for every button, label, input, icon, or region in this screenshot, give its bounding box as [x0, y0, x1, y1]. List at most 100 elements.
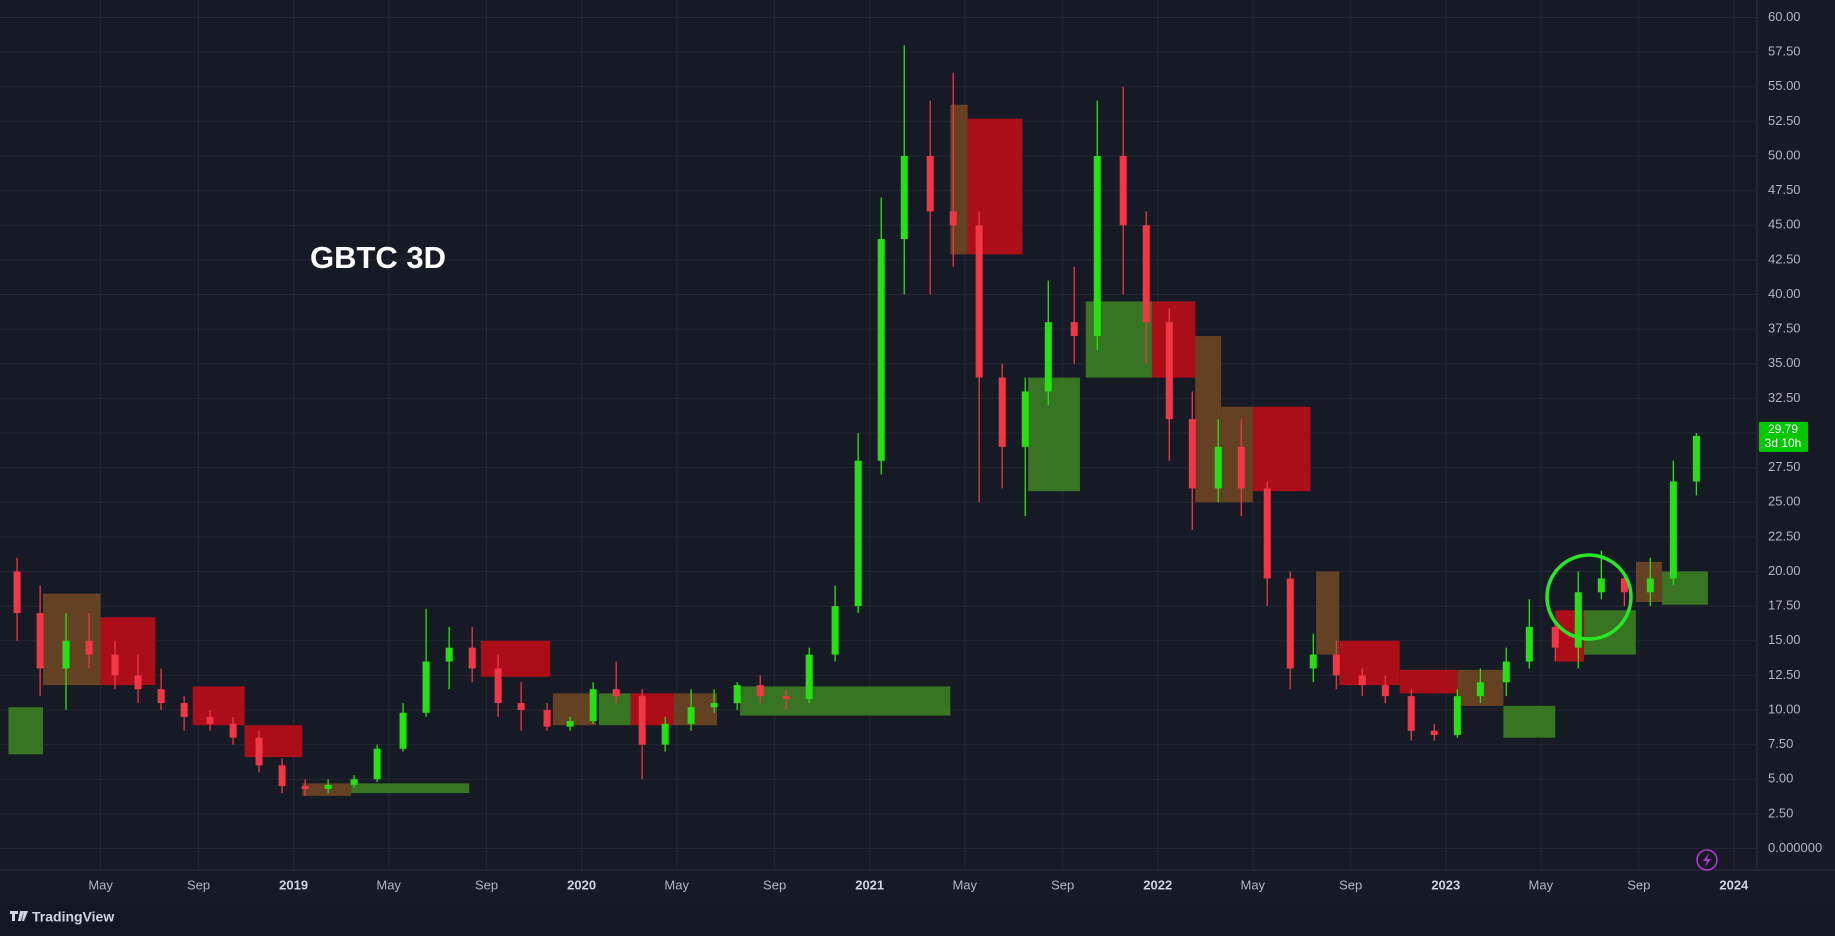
candle-body: [1502, 661, 1510, 683]
cloud-band: [673, 693, 718, 726]
cloud-band: [630, 693, 674, 726]
y-tick-label: 0.000000: [1768, 840, 1822, 855]
x-tick-label: May: [1529, 877, 1554, 892]
candle-body: [85, 640, 93, 655]
x-tick-label: Sep: [1627, 877, 1650, 892]
x-tick-label: 2019: [279, 877, 308, 892]
cloud-band: [740, 686, 951, 716]
brand-name[interactable]: TradingView: [32, 909, 114, 925]
cloud-band: [351, 783, 470, 794]
candle-body: [445, 647, 453, 662]
alert-icon[interactable]: [1696, 849, 1718, 871]
candle-body: [494, 668, 502, 704]
y-tick-label: 12.50: [1768, 667, 1801, 682]
candle-body: [1044, 322, 1052, 392]
cloud-band: [1661, 571, 1708, 605]
axes: 0.000000 2.50 5.00 7.50 10.00 12.50 15.00 17.50…: [88, 9, 1822, 893]
x-tick-label: 2021: [855, 877, 884, 892]
cloud-band: [552, 693, 597, 726]
x-tick-label: 2023: [1431, 877, 1460, 892]
x-tick-label: Sep: [187, 877, 210, 892]
x-tick-label: May: [376, 877, 401, 892]
x-tick-label: May: [88, 877, 113, 892]
candle-body: [1263, 488, 1271, 579]
candle-body: [1093, 156, 1101, 337]
candle-body: [733, 685, 741, 704]
brand[interactable]: TradingView: [10, 909, 114, 925]
price-tag-box: [1759, 421, 1808, 452]
y-tick-label: 7.50: [1768, 736, 1793, 751]
chart-title: GBTC 3D: [310, 240, 446, 275]
candle-body: [324, 784, 332, 789]
cloud-band: [1316, 571, 1340, 655]
candle-body: [638, 696, 646, 745]
grid: [0, 0, 1756, 870]
candle-body: [1070, 322, 1078, 337]
candle-body: [1286, 578, 1294, 669]
y-tick-label: 40.00: [1768, 286, 1801, 301]
cloud-band: [192, 686, 245, 726]
candle-body: [1381, 685, 1389, 697]
candle-body: [975, 225, 983, 378]
cloud-band: [1151, 301, 1196, 378]
price-tag-countdown: 3d 10h: [1765, 436, 1802, 450]
candle-body: [229, 723, 237, 738]
candle-body: [877, 239, 885, 461]
cloud-band: [1503, 705, 1556, 738]
cloud-band: [1339, 640, 1400, 686]
candle-body: [949, 211, 957, 226]
x-tick-label: May: [664, 877, 689, 892]
cloud-band: [480, 640, 550, 677]
candle-body: [278, 765, 286, 787]
candle-body: [373, 748, 381, 780]
y-tick-label: 20.00: [1768, 563, 1801, 578]
cloud-band: [244, 725, 303, 758]
x-tick-label: Sep: [1339, 877, 1362, 892]
candle-body: [805, 654, 813, 699]
candle-body: [13, 571, 21, 614]
candle-body: [1214, 446, 1222, 489]
candle-body: [1692, 435, 1700, 482]
candle-body: [1597, 578, 1605, 593]
candle-body: [1119, 156, 1127, 226]
highlight-circle: [1545, 553, 1633, 641]
candle-body: [998, 377, 1006, 447]
cloud-band: [1399, 669, 1458, 694]
y-tick-label: 5.00: [1768, 771, 1793, 786]
candle-body: [36, 613, 44, 669]
candle-body: [612, 689, 620, 697]
candle-body: [1188, 419, 1196, 489]
y-tick-label: 57.50: [1768, 44, 1801, 59]
footer-bar: [0, 904, 1835, 936]
candle-body: [1525, 626, 1533, 662]
cloud-band: [100, 617, 156, 686]
candle-body: [661, 723, 669, 745]
x-tick-label: May: [952, 877, 977, 892]
candle-body: [134, 675, 142, 690]
candle-body: [687, 707, 695, 724]
candle-body: [782, 696, 790, 699]
x-tick-label: Sep: [1051, 877, 1074, 892]
candle-body: [926, 156, 934, 212]
candle-body: [589, 689, 597, 722]
candle-body: [517, 703, 525, 710]
y-tick-label: 15.00: [1768, 632, 1801, 647]
y-tick-label: 37.50: [1768, 321, 1801, 336]
candle-body: [1332, 654, 1340, 676]
x-tick-label: Sep: [475, 877, 498, 892]
candle-body: [468, 647, 476, 669]
candle-body: [157, 689, 165, 704]
candle-body: [1453, 696, 1461, 735]
y-tick-label: 25.00: [1768, 494, 1801, 509]
candle-body: [422, 661, 430, 713]
candle-body: [399, 712, 407, 749]
candle-body: [543, 710, 551, 727]
candle-body: [1669, 481, 1677, 579]
candle-body: [1142, 225, 1150, 323]
y-tick-label: 50.00: [1768, 147, 1801, 162]
cloud-band: [1028, 377, 1080, 492]
y-tick-label: 45.00: [1768, 217, 1801, 232]
candle-body: [255, 737, 263, 766]
candle-body: [1476, 682, 1484, 697]
x-tick-label: 2024: [1719, 877, 1749, 892]
